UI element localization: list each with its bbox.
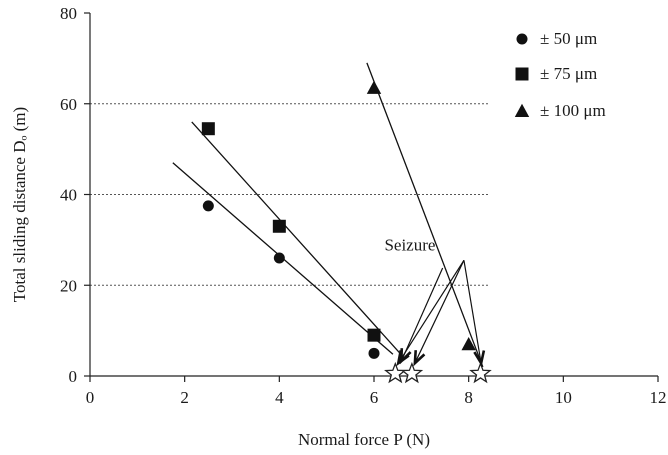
fit-line-triangle (366, 62, 484, 368)
x-tick-label-12: 12 (650, 388, 667, 407)
seizure-arrow-1-shaft (414, 260, 465, 364)
seizure-arrow-extra-head (399, 348, 412, 365)
x-tick-label-8: 8 (464, 388, 473, 407)
fit-lines (172, 62, 484, 368)
y-tick-label-20: 20 (60, 276, 77, 295)
legend-label-triangle: ± 100 μm (540, 101, 606, 120)
legend-marker-square (515, 67, 529, 81)
seizure-arrow-2-head (473, 350, 486, 367)
legend-label-square: ± 75 μm (540, 64, 597, 83)
y-tick-label-60: 60 (60, 95, 77, 114)
legend-marker-triangle (514, 103, 530, 117)
seizure-star-circle (384, 361, 407, 384)
seizure-star-triangle (469, 361, 492, 384)
x-axis-label: Normal force P (N) (298, 430, 430, 449)
x-tick-label-6: 6 (370, 388, 379, 407)
point-circle-2 (368, 347, 380, 359)
point-circle-0 (202, 200, 214, 212)
seizure-arrows (396, 259, 486, 367)
point-square-1 (272, 219, 286, 233)
data-points (201, 80, 476, 359)
point-triangle-0 (366, 80, 382, 94)
seizure-arrow-1-head (413, 350, 426, 367)
point-triangle-1 (461, 337, 476, 351)
x-tick-label-10: 10 (555, 388, 572, 407)
seizure-markers (384, 361, 492, 384)
point-square-0 (201, 122, 215, 136)
y-tick-label-0: 0 (69, 367, 78, 386)
x-tick-label-2: 2 (180, 388, 189, 407)
seizure-annotation: Seizure (384, 235, 435, 254)
legend-label-circle: ± 50 μm (540, 29, 597, 48)
x-tick-label-0: 0 (86, 388, 95, 407)
legend: ± 50 μm ± 75 μm ± 100 μm (514, 29, 606, 120)
x-tick-label-4: 4 (275, 388, 284, 407)
grid-lines (90, 103, 490, 286)
seizure-star-square (400, 361, 424, 384)
fit-line-square (191, 121, 401, 354)
seizure-arrow-0-shaft (397, 259, 465, 364)
point-square-2 (367, 328, 381, 342)
legend-marker-circle (516, 33, 528, 45)
y-axis-label: Total sliding distance Dₒ (m) (10, 107, 29, 302)
seizure-arrow-2-shaft (463, 260, 482, 364)
y-tick-label-40: 40 (60, 186, 77, 205)
point-circle-1 (273, 252, 285, 264)
axes: 0 2 4 6 8 10 12 0 20 40 60 80 (60, 4, 667, 407)
seizure-arrow-extra-shaft (400, 267, 444, 362)
y-tick-label-80: 80 (60, 4, 77, 23)
